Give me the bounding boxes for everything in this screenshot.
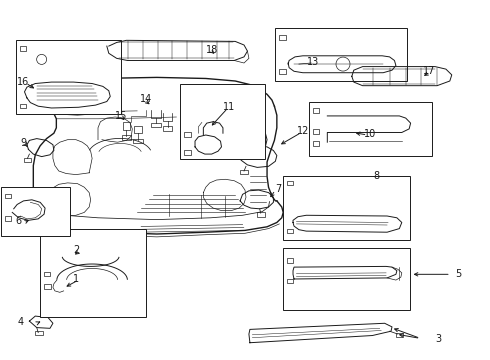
Bar <box>5 216 11 221</box>
Bar <box>16 40 121 114</box>
Bar <box>240 170 248 174</box>
Bar <box>35 331 43 335</box>
Bar <box>133 139 143 143</box>
Bar <box>24 158 31 162</box>
Text: 4: 4 <box>18 317 24 327</box>
Text: 18: 18 <box>206 45 218 55</box>
Bar <box>279 35 286 40</box>
Bar <box>44 284 51 289</box>
Bar <box>184 132 191 137</box>
Bar <box>44 272 50 276</box>
Text: 5: 5 <box>455 269 461 279</box>
Bar <box>309 102 432 156</box>
Text: 11: 11 <box>223 102 236 112</box>
Bar <box>279 69 286 74</box>
Bar <box>5 194 11 198</box>
Bar <box>313 108 319 113</box>
Text: 7: 7 <box>275 184 281 194</box>
Text: 14: 14 <box>140 94 152 104</box>
Bar <box>122 122 130 130</box>
Bar <box>40 229 146 317</box>
Bar <box>283 248 410 310</box>
Bar <box>163 126 172 131</box>
Bar <box>20 104 26 108</box>
Bar <box>184 150 191 155</box>
Bar <box>283 176 410 240</box>
Bar <box>287 258 293 263</box>
Bar <box>313 141 319 146</box>
Text: 6: 6 <box>16 216 22 226</box>
Text: 8: 8 <box>373 171 379 181</box>
Text: 12: 12 <box>296 126 309 136</box>
Bar <box>122 135 131 140</box>
Bar <box>151 123 161 127</box>
Text: 9: 9 <box>21 138 26 148</box>
Text: 10: 10 <box>364 129 376 139</box>
Text: 16: 16 <box>18 77 30 87</box>
Bar <box>257 212 265 217</box>
Bar <box>287 229 293 233</box>
Text: 15: 15 <box>115 111 128 121</box>
Bar <box>287 181 293 185</box>
Bar <box>20 46 26 51</box>
Bar <box>180 84 265 159</box>
Text: 3: 3 <box>436 334 441 344</box>
Bar <box>313 129 319 134</box>
Bar <box>275 28 407 81</box>
Bar <box>396 333 403 337</box>
Text: 13: 13 <box>307 57 318 67</box>
Bar <box>134 126 142 133</box>
Text: 1: 1 <box>73 274 79 284</box>
Text: 17: 17 <box>422 66 435 76</box>
Bar <box>1 187 70 236</box>
Bar <box>287 279 293 283</box>
Text: 2: 2 <box>73 245 79 255</box>
